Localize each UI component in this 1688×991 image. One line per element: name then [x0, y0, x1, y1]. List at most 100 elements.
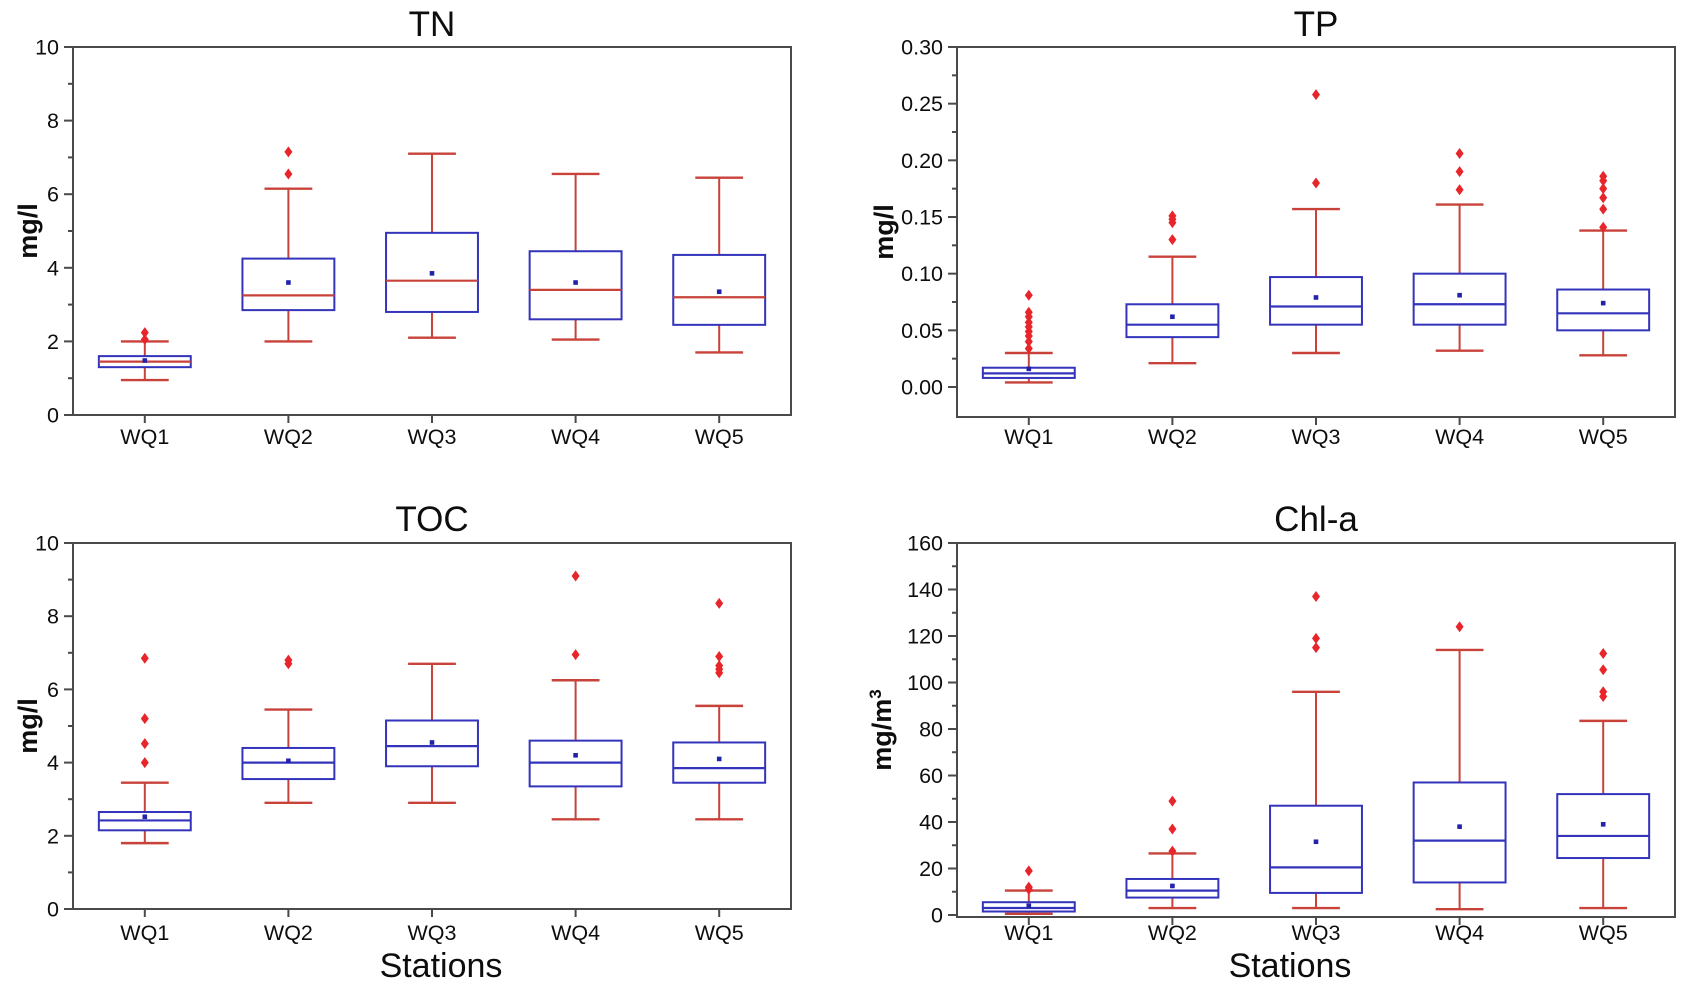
outlier-point — [1599, 647, 1608, 659]
outlier-point — [1024, 289, 1033, 301]
outlier-point — [715, 597, 724, 609]
chl-box-wq3 — [1269, 590, 1363, 910]
tp-y-tick-label: 0.10 — [901, 262, 943, 286]
chl-y-tick-label: 20 — [919, 857, 943, 881]
outlier-point — [1024, 865, 1033, 877]
mean-marker — [1600, 822, 1606, 827]
toc-box-wq2 — [241, 654, 336, 805]
tn-box-wq1 — [97, 327, 192, 382]
iqr-box — [672, 741, 767, 784]
chl-box-wq4 — [1412, 621, 1507, 911]
iqr-box — [1556, 288, 1651, 332]
iqr-box — [1125, 877, 1220, 899]
mean-marker — [716, 756, 722, 762]
tp-box-wq3 — [1269, 89, 1363, 355]
tp-panel: TP 0.00 0.05 0.10 0.15 0.20 0.25 0.30 mg/l WQ1 WQ2… — [869, 5, 1676, 449]
tp-title: TP — [1294, 5, 1339, 44]
toc-x-tick-label-wq2: WQ2 — [264, 921, 313, 945]
outlier-point — [1599, 170, 1608, 182]
mean-marker — [286, 758, 291, 764]
chl-y-tick-label: 60 — [919, 764, 943, 788]
toc-box-wq4 — [528, 570, 623, 821]
outlier-point — [1168, 845, 1177, 857]
outlier-point — [1312, 590, 1320, 602]
mean-marker — [1313, 295, 1319, 300]
tn-title: TN — [409, 5, 456, 44]
mean-marker — [1170, 883, 1175, 889]
outlier-point — [140, 713, 149, 725]
outlier-point — [571, 649, 580, 661]
outlier-point — [1599, 183, 1608, 195]
mean-marker — [1170, 314, 1175, 320]
iqr-box — [1269, 276, 1363, 326]
tp-x-tick-label-wq1: WQ1 — [1004, 425, 1053, 449]
mean-marker — [1026, 903, 1032, 908]
chl-box-wq1 — [981, 865, 1076, 916]
outlier-point — [1599, 192, 1608, 204]
outlier-point — [1168, 795, 1177, 807]
tp-x-tick-label-wq3: WQ3 — [1292, 425, 1341, 449]
tn-x-tick-label-wq4: WQ4 — [551, 425, 600, 449]
toc-y-axis-label: mg/l — [13, 698, 43, 754]
tn-y-axis: 0 2 4 6 8 10 — [35, 36, 73, 428]
mean-marker — [286, 280, 291, 285]
toc-y-tick-label: 8 — [47, 605, 59, 629]
iqr-box — [1412, 781, 1507, 884]
chl-panel: Chl-a 0 20 40 60 80 100 120 140 160 mg/m3 WQ1 WQ2 WQ3… — [866, 500, 1676, 985]
chl-y-tick-label: 100 — [907, 671, 943, 695]
tn-x-axis: WQ1 WQ2 WQ3 WQ4 WQ5 — [120, 415, 744, 449]
mean-marker — [716, 289, 722, 295]
iqr-box — [1269, 804, 1363, 894]
outlier-point — [1455, 621, 1464, 633]
outlier-point — [284, 168, 293, 180]
outlier-point — [1312, 89, 1320, 101]
outlier-point — [1312, 177, 1320, 189]
toc-panel: TOC 0 2 4 6 8 10 mg/l WQ1 WQ2 WQ3 WQ4 WQ5 Stations — [13, 500, 792, 985]
outlier-point — [1024, 306, 1033, 318]
toc-y-tick-label: 2 — [47, 824, 59, 848]
outlier-point — [284, 146, 293, 158]
chl-x-axis-label: Stations — [1229, 947, 1352, 985]
toc-y-tick-label: 10 — [35, 532, 59, 556]
mean-marker — [573, 752, 578, 758]
tn-y-tick-label: 2 — [47, 330, 59, 354]
mean-marker — [142, 814, 148, 820]
outlier-point — [140, 327, 149, 339]
mean-marker — [429, 740, 435, 745]
chl-box-wq5 — [1556, 647, 1651, 910]
outlier-point — [1168, 234, 1177, 246]
outlier-point — [715, 660, 724, 672]
iqr-box — [1412, 272, 1507, 326]
tn-panel: TN 0 2 4 6 8 10 mg/l WQ1 WQ2 WQ3 WQ4 WQ5 — [13, 5, 792, 449]
tp-box-wq2 — [1125, 210, 1220, 365]
toc-box-wq5 — [672, 597, 767, 821]
tp-y-tick-label: 0.00 — [901, 376, 943, 400]
outlier-point — [140, 757, 149, 769]
mean-marker — [1313, 839, 1319, 845]
outlier-point — [1599, 686, 1608, 698]
chl-box-wq2 — [1125, 795, 1220, 910]
toc-x-axis-label: Stations — [380, 947, 503, 985]
mean-marker — [1026, 366, 1032, 372]
chl-x-tick-label-wq4: WQ4 — [1435, 921, 1484, 945]
tp-x-tick-label-wq5: WQ5 — [1579, 425, 1628, 449]
tp-y-axis-label: mg/l — [869, 204, 899, 260]
iqr-box — [1125, 303, 1220, 339]
mean-marker — [429, 271, 435, 276]
outlier-point — [1455, 166, 1464, 178]
chl-y-tick-label: 120 — [907, 625, 943, 649]
outlier-point — [1168, 210, 1177, 222]
iqr-box — [528, 250, 623, 321]
toc-box-wq1 — [97, 652, 192, 845]
outlier-point — [140, 334, 149, 346]
tp-y-tick-label: 0.20 — [901, 149, 943, 173]
chl-x-tick-label-wq3: WQ3 — [1292, 921, 1341, 945]
mean-marker — [1457, 292, 1462, 298]
mean-marker — [1457, 824, 1462, 829]
tp-x-tick-label-wq4: WQ4 — [1435, 425, 1484, 449]
chl-x-axis: WQ1 WQ2 WQ3 WQ4 WQ5 — [1004, 917, 1628, 945]
chl-y-tick-label: 160 — [907, 532, 943, 556]
chl-y-tick-label: 0 — [931, 904, 943, 928]
